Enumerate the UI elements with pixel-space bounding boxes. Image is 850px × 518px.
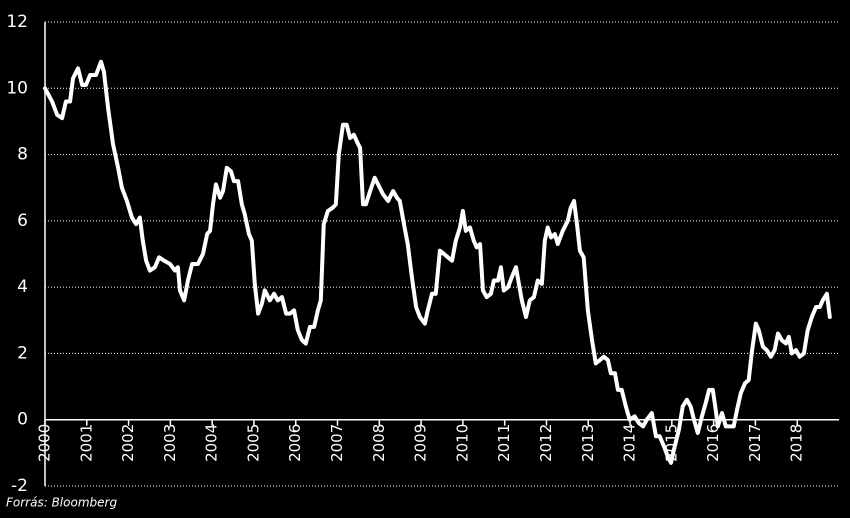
x-tick-label: 2010 xyxy=(453,424,471,462)
x-tick-label: 2018 xyxy=(788,424,806,462)
y-tick-label: -2 xyxy=(11,476,28,496)
x-tick-label: 2005 xyxy=(244,424,262,462)
x-tick-label: 2017 xyxy=(746,424,764,462)
data-line xyxy=(43,59,832,465)
x-tick-label: 2009 xyxy=(412,424,430,462)
y-tick-label: 0 xyxy=(17,410,28,430)
y-tick-label: 10 xyxy=(6,78,28,98)
x-tick-label: 2011 xyxy=(495,424,513,462)
x-tick-label: 2006 xyxy=(286,424,304,462)
x-tick-label: 2000 xyxy=(36,424,54,462)
y-tick-label: 6 xyxy=(17,211,28,231)
x-tick-label: 2013 xyxy=(579,424,597,462)
x-tick-label: 2004 xyxy=(203,424,221,462)
x-tick-label: 2012 xyxy=(537,424,555,462)
y-tick-label: 4 xyxy=(17,277,28,297)
y-tick-label: 12 xyxy=(6,12,28,32)
x-tick-label: 2008 xyxy=(370,424,388,462)
x-tick-label: 2003 xyxy=(161,424,179,462)
x-tick-label: 2001 xyxy=(77,424,95,462)
x-tick-label: 2014 xyxy=(621,424,639,462)
y-tick-label: 2 xyxy=(17,343,28,363)
x-tick-label: 2002 xyxy=(119,424,137,462)
x-tick-label: 2016 xyxy=(704,424,722,462)
source-note: Forrás: Bloomberg xyxy=(6,496,117,510)
x-tick-label: 2007 xyxy=(328,424,346,462)
y-tick-label: 8 xyxy=(17,145,28,165)
